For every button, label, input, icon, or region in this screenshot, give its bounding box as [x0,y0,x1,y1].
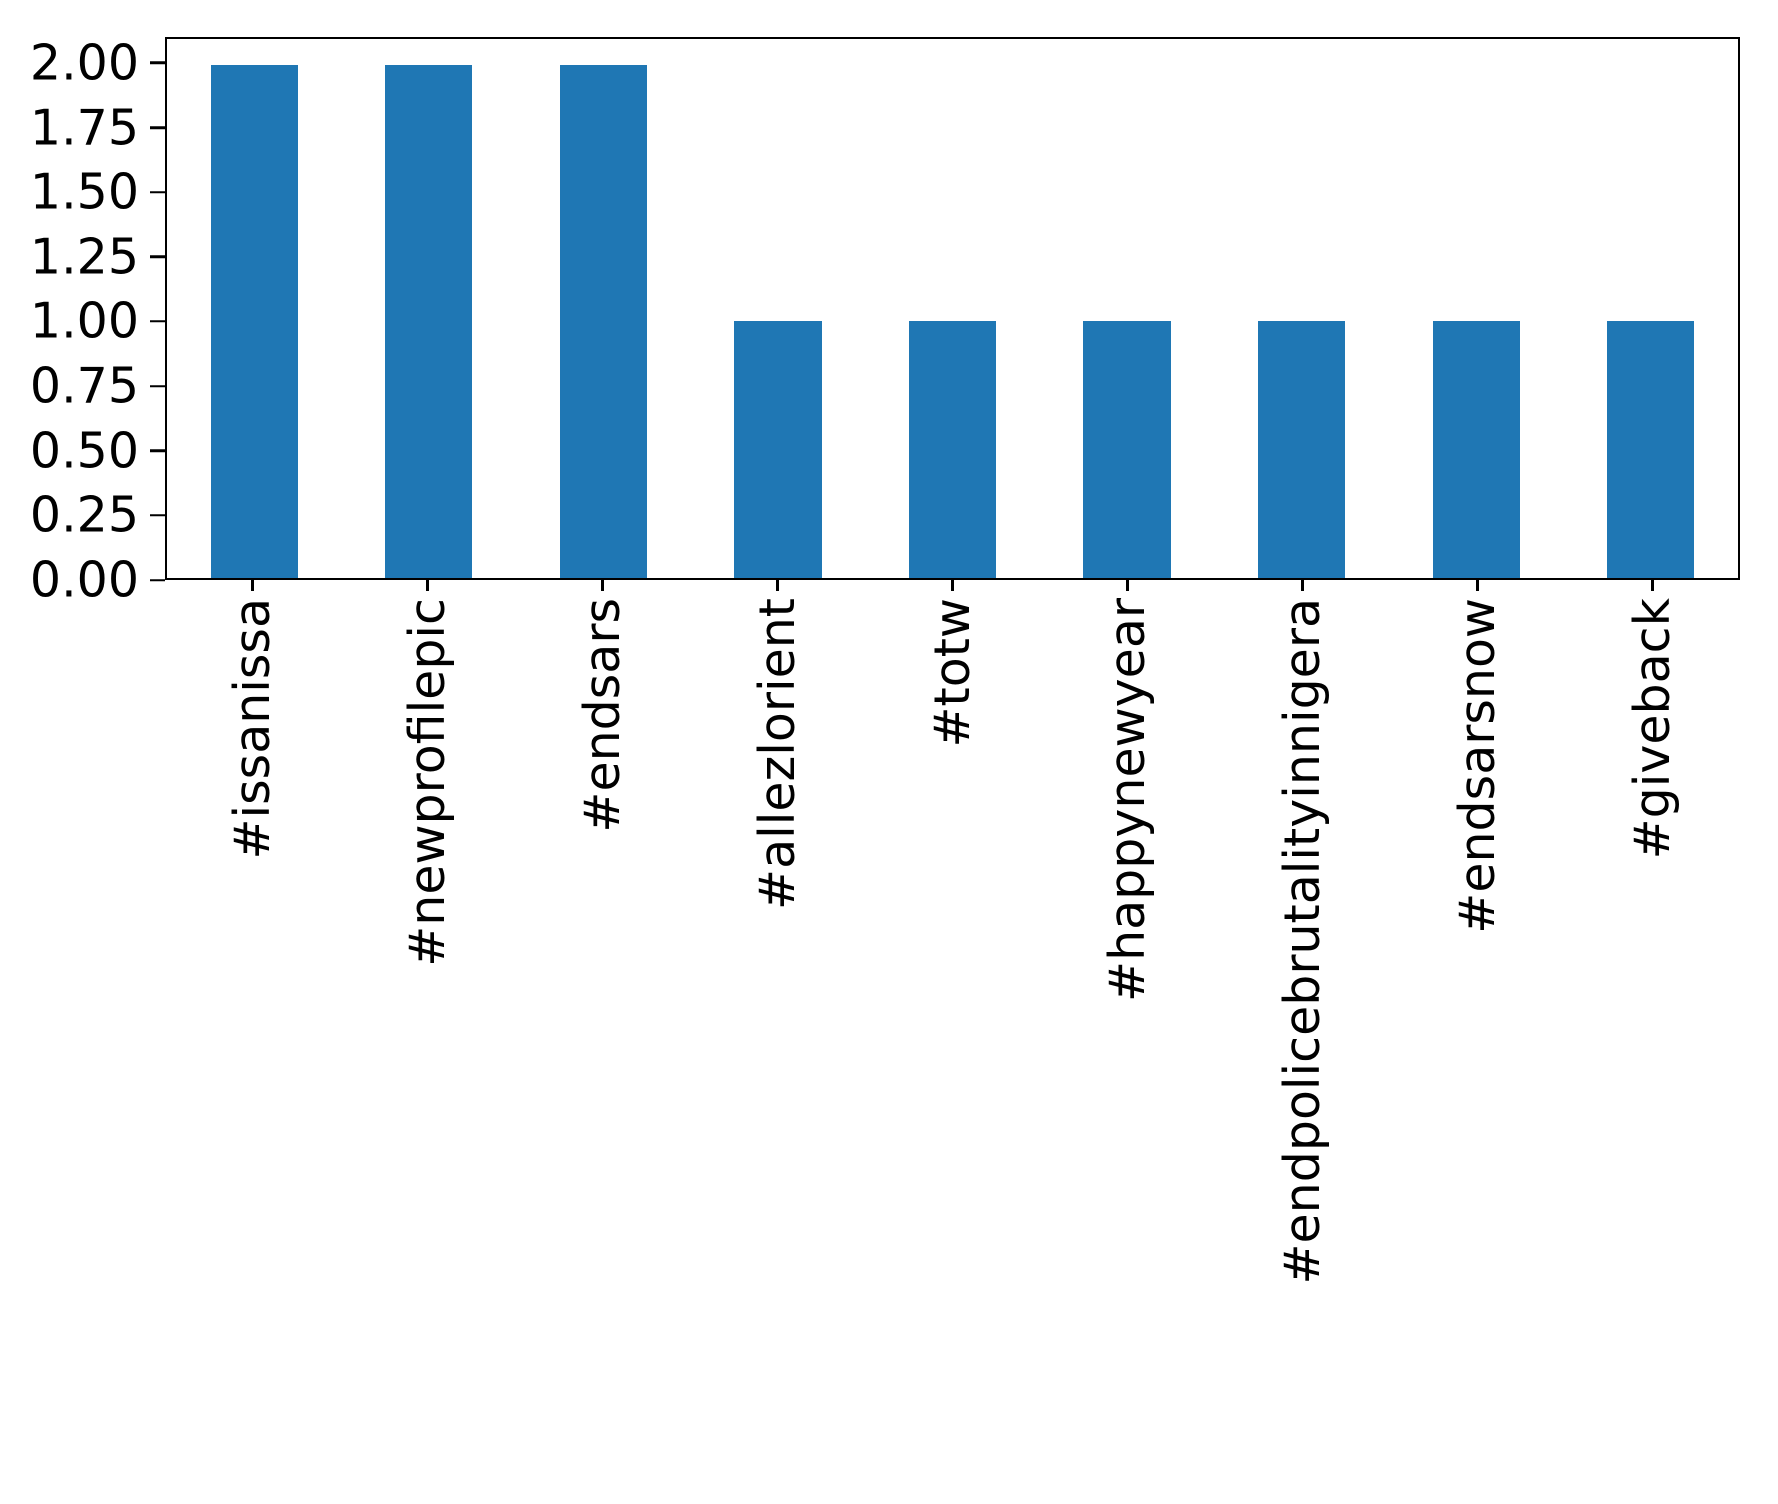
y-tick-mark [150,126,165,129]
y-tick-label: 0.25 [29,486,139,544]
x-tick-cell [865,580,1040,591]
x-tick-cell [1040,580,1215,591]
x-tick-mark [951,580,954,591]
x-tick-label: #issanissa [224,598,281,860]
y-tick-label: 0.00 [29,551,139,609]
x-tick-mark [1126,580,1129,591]
x-label-cell: #newprofilepic [340,598,515,1398]
bar [385,64,473,578]
bars-container [167,39,1738,578]
bar-slot [691,39,866,578]
x-tick-cell [690,580,865,591]
x-label-cell: #endsars [515,598,690,1398]
x-label-cell: #happynewyear [1040,598,1215,1398]
x-tick-cell [1215,580,1390,591]
y-tick-label: 2.00 [29,34,139,92]
x-tick-label: #newprofilepic [399,598,456,967]
x-label-cell: #totw [865,598,1040,1398]
y-tick-label: 1.25 [29,228,139,286]
bar [1258,321,1346,578]
x-tick-label: #endpolicebrutalityinnigera [1274,598,1331,1285]
y-tick-mark [150,578,165,582]
x-label-cell: #endsarsnow [1390,598,1565,1398]
x-tick-cell [1565,580,1740,591]
x-axis-labels: #issanissa #newprofilepic #endsars #allezlo… [165,598,1740,1398]
bar-slot [516,39,691,578]
bar [908,321,997,578]
y-tick-mark [150,255,165,259]
x-tick-mark [251,580,254,591]
x-tick-cell [1390,580,1565,591]
x-tick-label: #giveback [1624,598,1681,860]
x-label-cell: #allezlorient [690,598,865,1398]
y-tick-mark [150,384,165,388]
plot-area [165,37,1740,580]
x-tick-cell [340,580,515,591]
x-label-cell: #endpolicebrutalityinnigera [1215,598,1390,1398]
y-tick-label: 0.50 [29,422,139,480]
y-tick-mark [150,190,165,194]
bar [210,64,298,578]
bar [1432,321,1520,578]
bar [734,321,822,578]
x-tick-mark [426,580,429,591]
x-tick-mark [1476,580,1479,591]
x-label-cell: #issanissa [165,598,340,1398]
y-tick-mark [150,449,165,452]
bar [559,64,648,578]
bar [1083,321,1171,578]
x-tick-cell [515,580,690,591]
y-tick-mark [150,61,165,65]
x-tick-label: #totw [924,598,981,748]
y-tick-label: 1.75 [29,99,139,156]
x-tick-mark [776,580,779,591]
bar-slot [342,39,517,578]
bar [1607,321,1695,578]
x-axis-ticks [165,580,1740,591]
x-tick-mark [601,580,604,591]
y-tick-mark [150,320,165,323]
x-tick-label: #endsars [574,598,631,833]
x-tick-mark [1651,580,1654,591]
x-tick-label: #happynewyear [1099,598,1156,1002]
bar-slot [1040,39,1215,578]
y-tick-label: 0.75 [29,357,139,415]
bar-slot [865,39,1040,578]
x-tick-label: #allezlorient [749,598,806,910]
y-tick-label: 1.50 [29,163,139,221]
bar-slot [1389,39,1564,578]
y-tick-mark [150,514,165,517]
x-tick-cell [165,580,340,591]
bar-slot [1564,39,1739,578]
x-label-cell: #giveback [1565,598,1740,1398]
bar-slot [167,39,342,578]
bar-slot [1214,39,1389,578]
x-tick-mark [1301,580,1304,591]
y-tick-label: 1.00 [29,292,139,350]
y-axis: 0.00 0.25 0.50 0.75 1.00 1.25 1.50 1.75 2.00 [0,34,165,605]
x-tick-label: #endsarsnow [1449,598,1506,934]
